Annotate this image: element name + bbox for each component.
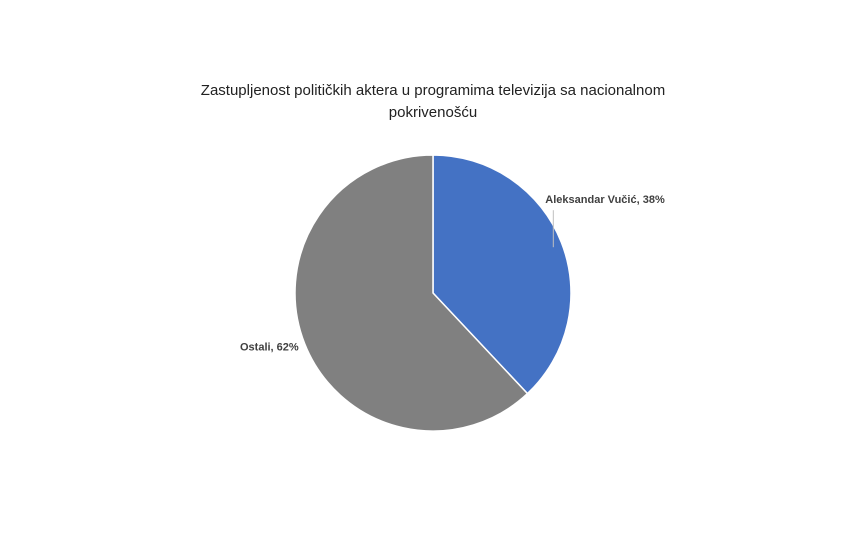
chart-title: Zastupljenost političkih aktera u progra…: [200, 82, 666, 121]
data-label: Ostali, 62%: [240, 342, 299, 354]
pie-slice: [294, 154, 529, 432]
data-label: Aleksandar Vučić, 38%: [545, 194, 665, 206]
pie-slice: [432, 154, 572, 395]
